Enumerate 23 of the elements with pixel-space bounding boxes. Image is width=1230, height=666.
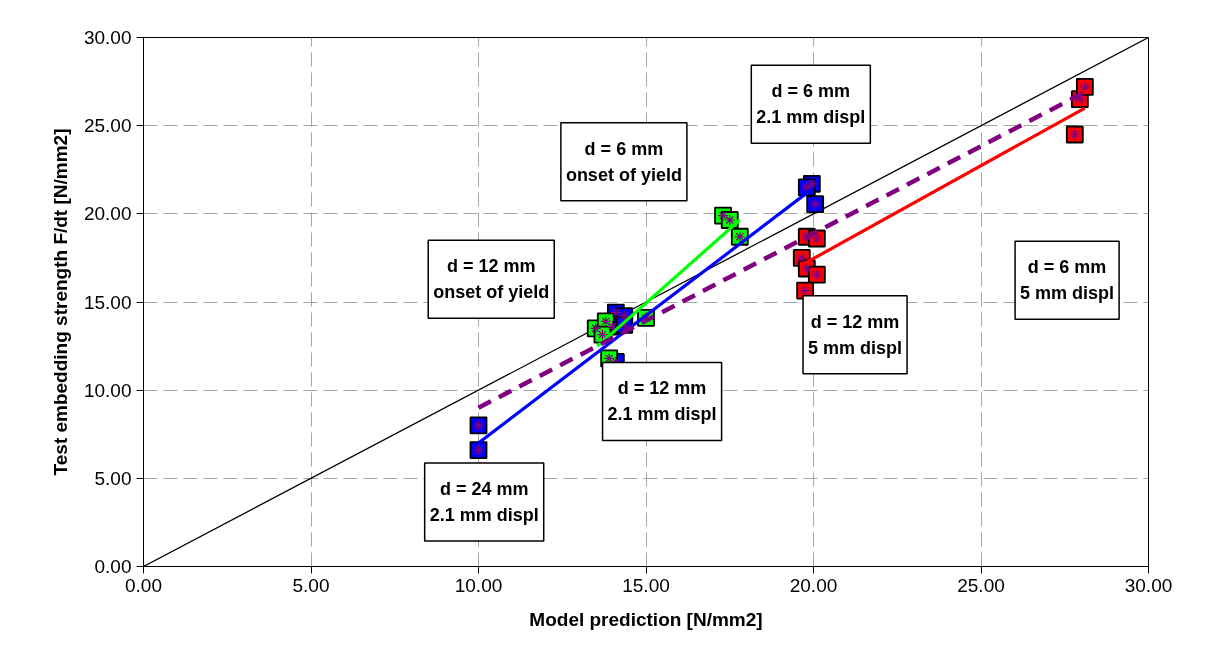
annotation: d = 24 mm 2.1 mm displ bbox=[429, 478, 539, 525]
annotation: d = 12 mm 5 mm displ bbox=[808, 311, 903, 358]
annotation: d = 6 mm onset of yield bbox=[565, 138, 682, 185]
x-tick-label: 30.00 bbox=[1124, 574, 1173, 596]
annotation: d = 6 mm 2.1 mm displ bbox=[756, 81, 866, 128]
x-tick-label: 10.00 bbox=[454, 574, 503, 596]
y-tick-label: 15.00 bbox=[83, 291, 132, 313]
x-tick-label: 20.00 bbox=[789, 574, 838, 596]
x-tick-label: 15.00 bbox=[622, 574, 670, 596]
annotation: d = 12 mm 2.1 mm displ bbox=[607, 378, 717, 425]
x-axis-title: Model prediction [N/mm2] bbox=[529, 608, 763, 630]
y-tick-label: 0.00 bbox=[94, 556, 132, 577]
annotation: d = 6 mm 5 mm displ bbox=[1020, 257, 1115, 304]
y-tick-label: 5.00 bbox=[94, 467, 132, 489]
y-tick-label: 10.00 bbox=[83, 379, 132, 401]
x-tick-label: 0.00 bbox=[125, 574, 162, 596]
x-tick-label: 5.00 bbox=[292, 574, 330, 596]
annotation: d = 12 mm onset of yield bbox=[433, 256, 550, 303]
y-tick-label: 30.00 bbox=[83, 27, 132, 48]
x-tick-label: 25.00 bbox=[957, 574, 1005, 596]
y-axis-title: Test embedding strength F/dt [N/mm2] bbox=[49, 128, 71, 476]
y-tick-label: 20.00 bbox=[83, 203, 132, 225]
y-tick-label: 25.00 bbox=[83, 115, 132, 137]
